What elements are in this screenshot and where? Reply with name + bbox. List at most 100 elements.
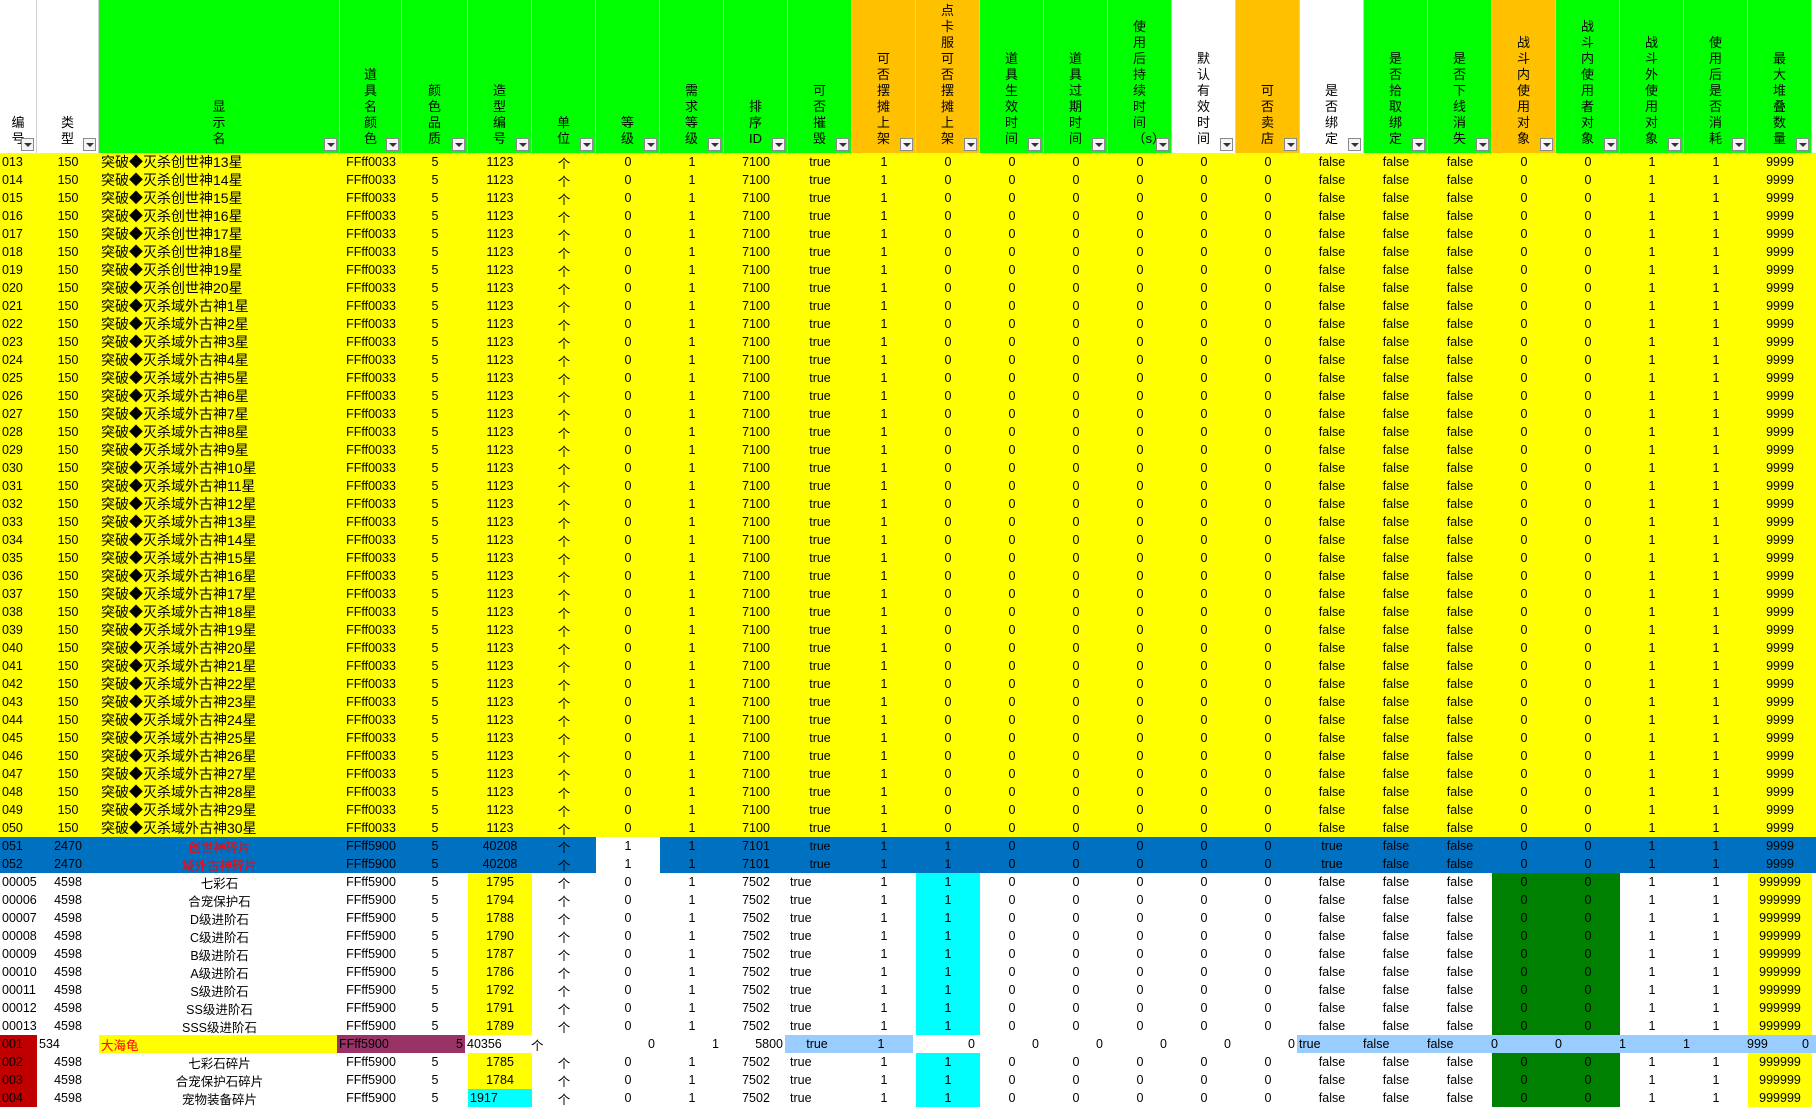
table-cell[interactable]: 1 xyxy=(688,785,696,799)
table-cell[interactable]: 0 xyxy=(1008,929,1016,943)
table-cell[interactable]: 7100 xyxy=(742,659,770,673)
table-cell[interactable]: 7100 xyxy=(742,443,770,457)
table-cell[interactable]: 0 xyxy=(1264,911,1272,925)
table-cell[interactable]: 1 xyxy=(1712,263,1720,277)
table-cell[interactable]: false xyxy=(1382,713,1410,727)
table-cell[interactable]: 7100 xyxy=(742,605,770,619)
table-cell[interactable]: true xyxy=(809,389,831,403)
table-cell[interactable]: 0 xyxy=(1556,927,1620,945)
table-cell[interactable]: FFff0033 xyxy=(346,371,396,385)
table-cell[interactable]: FFff5900 xyxy=(346,965,396,979)
table-cell[interactable]: 0 xyxy=(1520,407,1528,421)
column-header[interactable]: 单位 xyxy=(532,0,596,153)
table-cell[interactable]: 个 xyxy=(557,210,571,225)
table-cell[interactable]: false xyxy=(1382,533,1410,547)
table-cell[interactable]: 0 xyxy=(1200,191,1208,205)
table-cell[interactable]: 0 xyxy=(1072,299,1080,313)
table-cell[interactable]: 突破◆灭杀域外古神27星 xyxy=(101,766,257,782)
table-cell[interactable]: 5 xyxy=(431,515,439,529)
column-header[interactable]: 是否绑定 xyxy=(1300,0,1364,153)
table-cell[interactable]: false xyxy=(1382,497,1410,511)
table-cell[interactable]: 1 xyxy=(880,767,888,781)
table-cell[interactable]: FFff0033 xyxy=(346,281,396,295)
table-cell[interactable]: 4598 xyxy=(54,965,82,979)
table-cell[interactable]: 150 xyxy=(57,533,79,547)
table-cell[interactable]: 1 xyxy=(1648,1055,1656,1069)
table-cell[interactable]: false xyxy=(1446,443,1474,457)
table-cell[interactable]: 150 xyxy=(57,803,79,817)
table-cell[interactable]: 0 xyxy=(1264,407,1272,421)
table-cell[interactable]: false xyxy=(1318,155,1346,169)
table-cell[interactable]: 0 xyxy=(1264,893,1272,907)
table-cell[interactable]: false xyxy=(1382,353,1410,367)
table-cell[interactable]: 9999 xyxy=(1766,515,1794,529)
table-cell[interactable]: 个 xyxy=(557,1020,571,1035)
table-cell[interactable]: 7502 xyxy=(742,911,770,925)
table-cell[interactable]: false xyxy=(1318,587,1346,601)
table-cell[interactable]: 4598 xyxy=(54,1055,82,1069)
table-cell[interactable]: 0 xyxy=(1200,317,1208,331)
table-cell[interactable]: 7100 xyxy=(742,767,770,781)
table-cell[interactable]: 9999 xyxy=(1766,173,1794,187)
table-cell[interactable]: 999999 xyxy=(1748,1017,1812,1035)
table-cell[interactable]: 0 xyxy=(1136,551,1144,565)
table-cell[interactable]: 999999 xyxy=(1748,927,1812,945)
column-header[interactable]: 颜色品质 xyxy=(402,0,468,153)
table-cell[interactable]: 1 xyxy=(880,785,888,799)
table-cell[interactable]: true xyxy=(809,713,831,727)
table-cell[interactable]: 0 xyxy=(1072,641,1080,655)
table-cell[interactable]: 1 xyxy=(849,1035,913,1053)
table-cell[interactable]: FFff0033 xyxy=(346,731,396,745)
table-cell[interactable]: 1 xyxy=(880,605,888,619)
table-cell[interactable]: 5 xyxy=(431,659,439,673)
table-cell[interactable]: 个 xyxy=(557,732,571,747)
table-cell[interactable]: 1123 xyxy=(486,479,514,493)
table-cell[interactable]: 1 xyxy=(880,713,888,727)
table-cell[interactable]: 0 xyxy=(1072,461,1080,475)
table-cell[interactable]: 0 xyxy=(1520,299,1528,313)
table-cell[interactable]: 0 xyxy=(624,1055,632,1069)
table-cell[interactable]: 0 xyxy=(1072,173,1080,187)
table-cell[interactable]: 0 xyxy=(624,425,632,439)
table-cell[interactable]: 0 xyxy=(1584,533,1592,547)
table-cell[interactable]: 1 xyxy=(688,551,696,565)
table-cell[interactable]: 7100 xyxy=(742,569,770,583)
table-cell[interactable]: S级进阶石 xyxy=(190,984,249,999)
table-cell[interactable]: 0 xyxy=(1200,875,1208,889)
table-cell[interactable]: 0 xyxy=(944,281,952,295)
table-cell[interactable]: 1123 xyxy=(486,695,514,709)
table-cell[interactable]: false xyxy=(1318,803,1346,817)
table-cell[interactable]: 022 xyxy=(2,317,23,331)
table-cell[interactable]: 1 xyxy=(1648,227,1656,241)
table-cell[interactable]: 突破◆灭杀域外古神16星 xyxy=(101,568,257,584)
table-cell[interactable]: false xyxy=(1382,227,1410,241)
table-cell[interactable]: 0 xyxy=(944,263,952,277)
table-cell[interactable]: 0 xyxy=(1136,587,1144,601)
table-cell[interactable]: 0 xyxy=(624,299,632,313)
filter-dropdown-icon[interactable] xyxy=(1028,138,1041,151)
table-cell[interactable]: 0 xyxy=(1520,389,1528,403)
table-cell[interactable]: 1 xyxy=(1648,317,1656,331)
table-cell[interactable]: false xyxy=(1446,821,1474,835)
table-cell[interactable]: 1 xyxy=(688,965,696,979)
column-header[interactable]: 需求等级 xyxy=(660,0,724,153)
table-cell[interactable]: 个 xyxy=(557,624,571,639)
table-cell[interactable]: 0 xyxy=(1008,1001,1016,1015)
table-cell[interactable]: 0 xyxy=(1072,767,1080,781)
table-cell[interactable]: 0 xyxy=(1008,839,1016,853)
table-cell[interactable]: 1795 xyxy=(468,873,532,891)
table-cell[interactable]: 突破◆灭杀域外古神5星 xyxy=(101,370,249,386)
table-cell[interactable]: 7100 xyxy=(742,299,770,313)
table-cell[interactable]: 突破◆灭杀域外古神26星 xyxy=(101,748,257,764)
table-cell[interactable]: false xyxy=(1318,461,1346,475)
table-cell[interactable]: 7101 xyxy=(742,839,770,853)
table-cell[interactable]: 0 xyxy=(1200,515,1208,529)
table-cell[interactable]: 0 xyxy=(944,299,952,313)
table-cell[interactable]: 1 xyxy=(688,767,696,781)
table-cell[interactable]: 1123 xyxy=(486,749,514,763)
table-cell[interactable]: 0 xyxy=(1008,605,1016,619)
table-cell[interactable]: 0 xyxy=(1200,461,1208,475)
table-cell[interactable]: 024 xyxy=(2,353,23,367)
table-cell[interactable]: 00011 xyxy=(2,983,36,997)
table-cell[interactable]: 个 xyxy=(557,876,571,891)
